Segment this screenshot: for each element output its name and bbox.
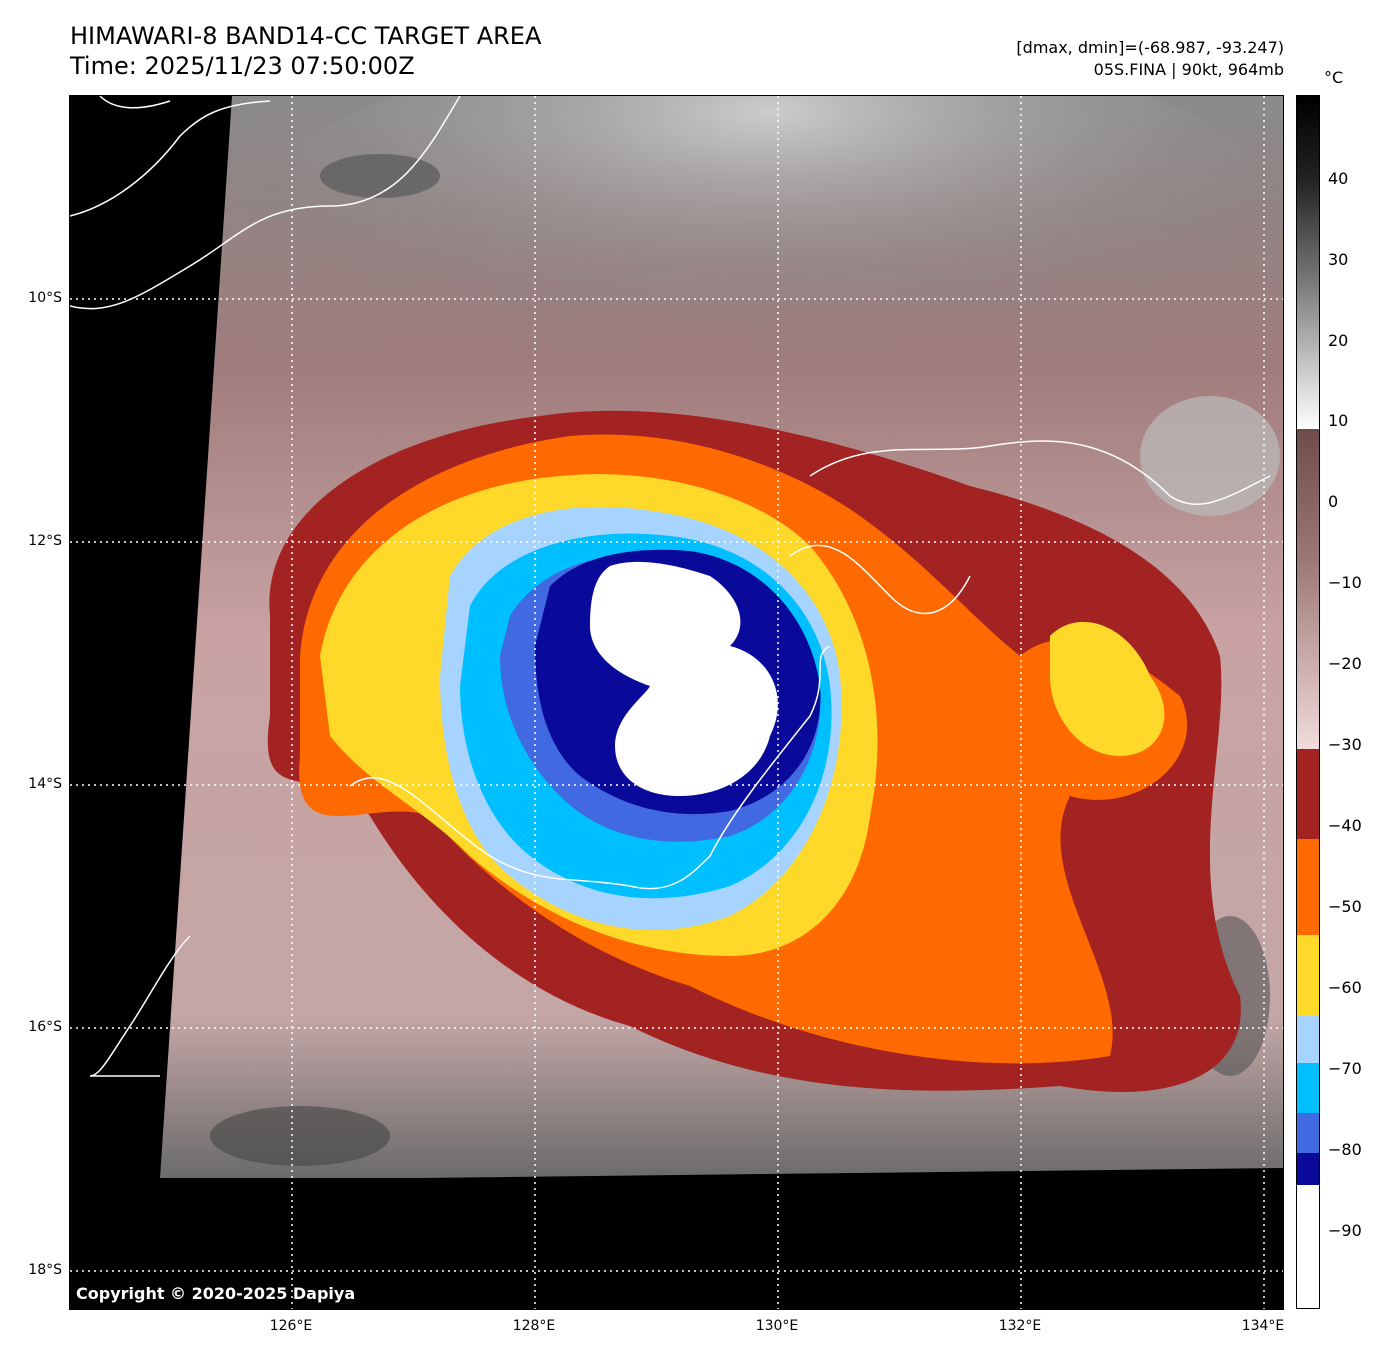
- colorbar-grayscale: [1297, 96, 1319, 429]
- colorbar-label: −80: [1328, 1140, 1362, 1159]
- lon-label-126e: 126°E: [269, 1318, 313, 1334]
- colorbar-label: −30: [1328, 735, 1362, 754]
- lon-label-128e: 128°E: [512, 1318, 556, 1334]
- colorbar-white: [1297, 1185, 1319, 1308]
- colorbar-label: −90: [1328, 1221, 1362, 1240]
- colorbar-orange: [1297, 839, 1319, 935]
- coastlines: [70, 96, 1271, 1077]
- lat-label-16s: 16°S: [28, 1019, 62, 1035]
- colorbar-label: 20: [1328, 331, 1349, 350]
- colorbar-navy: [1297, 1153, 1319, 1185]
- gray-cloud-area: [250, 96, 1283, 416]
- colorbar-label: −10: [1328, 573, 1362, 592]
- lat-label-12s: 12°S: [28, 533, 62, 549]
- colorbar-label: −50: [1328, 897, 1362, 916]
- data-range-label: [dmax, dmin]=(-68.987, -93.247): [1016, 38, 1284, 57]
- lon-label-132e: 132°E: [998, 1318, 1042, 1334]
- storm-info-label: 05S.FINA | 90kt, 964mb: [1093, 60, 1284, 79]
- colorbar-label: 10: [1328, 411, 1349, 430]
- satellite-imagery: [70, 96, 1283, 1309]
- layer-white-core: [590, 561, 778, 796]
- colorbar-warm: [1297, 429, 1319, 749]
- colorbar-yellow: [1297, 935, 1319, 1016]
- lat-label-18s: 18°S: [28, 1262, 62, 1278]
- colorbar-light-blue: [1297, 1016, 1319, 1063]
- colorbar-label: 40: [1328, 169, 1349, 188]
- colorbar-dark-red: [1297, 749, 1319, 839]
- lon-label-130e: 130°E: [755, 1318, 799, 1334]
- colorbar-label: 30: [1328, 250, 1349, 269]
- colorbar-royal-blue: [1297, 1113, 1319, 1153]
- colorbar-label: −70: [1328, 1059, 1362, 1078]
- copyright-text: Copyright © 2020-2025 Dapiya: [76, 1284, 356, 1303]
- colorbar-label: 0: [1328, 492, 1339, 511]
- lat-label-10s: 10°S: [28, 290, 62, 306]
- colorbar-label: −40: [1328, 816, 1362, 835]
- satellite-map: Copyright © 2020-2025 Dapiya: [69, 95, 1284, 1310]
- colorbar-unit: °C: [1324, 68, 1344, 87]
- graticule: [70, 96, 1283, 1309]
- colorbar-label: −60: [1328, 978, 1362, 997]
- lat-label-14s: 14°S: [28, 776, 62, 792]
- colorbar-cyan: [1297, 1063, 1319, 1113]
- storm-system: [267, 410, 1241, 1093]
- lon-label-134e: 134°E: [1241, 1318, 1285, 1334]
- colorbar: [1296, 95, 1320, 1309]
- chart-timestamp: Time: 2025/11/23 07:50:00Z: [70, 52, 415, 80]
- chart-title: HIMAWARI-8 BAND14-CC TARGET AREA: [70, 22, 542, 50]
- colorbar-label: −20: [1328, 654, 1362, 673]
